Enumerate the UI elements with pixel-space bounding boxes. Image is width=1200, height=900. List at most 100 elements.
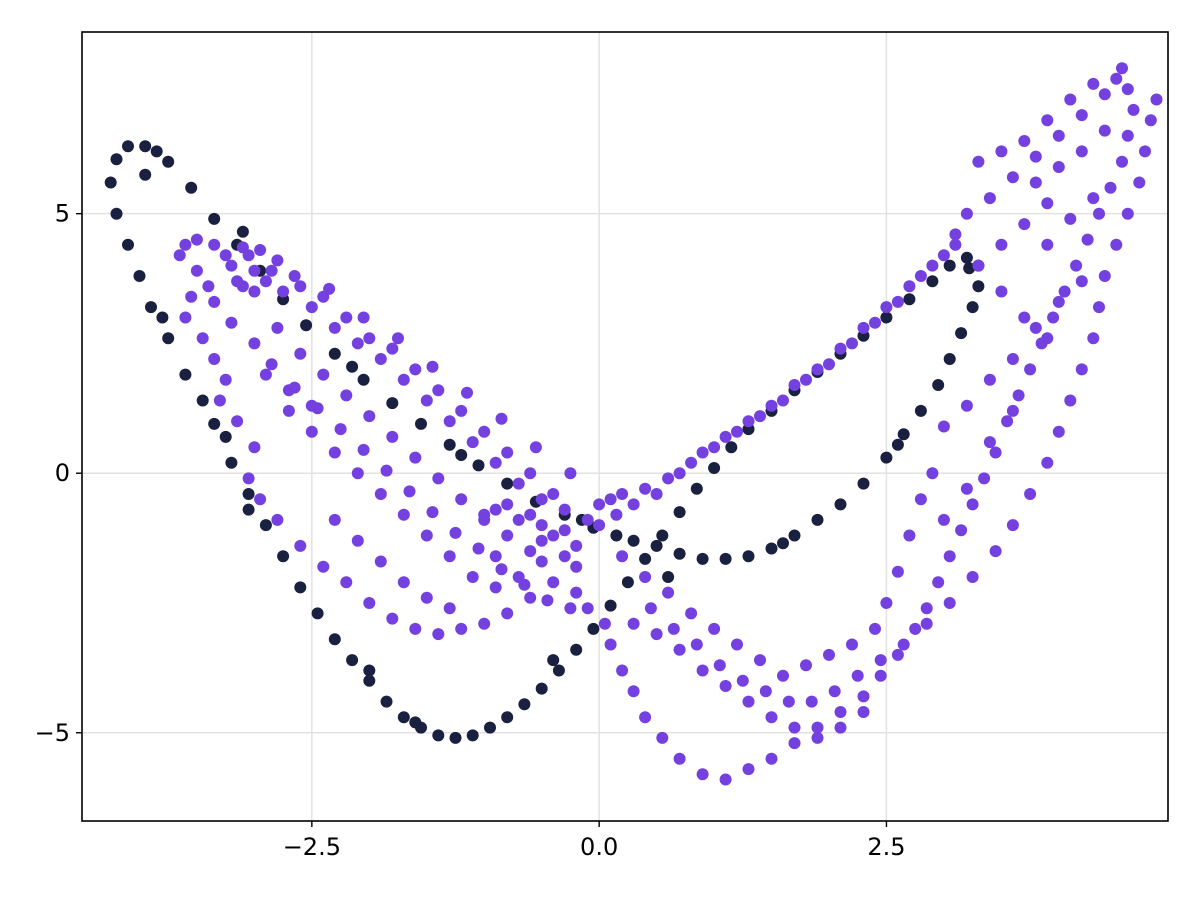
- scatter-point: [225, 259, 238, 272]
- scatter-point: [552, 664, 565, 677]
- scatter-point: [386, 397, 399, 410]
- scatter-point: [409, 451, 422, 464]
- scatter-point: [972, 155, 985, 168]
- scatter-point: [564, 467, 577, 480]
- scatter-point: [1012, 389, 1025, 402]
- scatter-point: [208, 212, 221, 225]
- scatter-point: [397, 576, 410, 589]
- scatter-point: [300, 319, 313, 332]
- scatter-point: [271, 254, 284, 267]
- scatter-point: [122, 238, 134, 251]
- data-points: [104, 62, 1163, 786]
- scatter-point: [225, 456, 238, 469]
- scatter-point: [386, 342, 399, 355]
- scatter-point: [478, 617, 491, 630]
- scatter-point: [696, 768, 709, 781]
- scatter-point: [1110, 238, 1123, 251]
- scatter-point: [880, 311, 893, 324]
- scatter-point: [765, 399, 778, 412]
- scatter-point: [443, 438, 456, 451]
- scatter-point: [529, 441, 542, 454]
- scatter-point: [811, 363, 824, 376]
- scatter-point: [708, 622, 721, 635]
- scatter-point: [719, 680, 732, 692]
- scatter-point: [489, 581, 502, 594]
- scatter-point: [903, 280, 916, 293]
- scatter-point: [788, 737, 801, 750]
- scatter-point: [374, 353, 387, 365]
- scatter-point: [541, 594, 554, 607]
- grid-lines: [82, 32, 1168, 821]
- scatter-point: [708, 462, 721, 474]
- scatter-point: [1052, 425, 1065, 438]
- scatter-point: [759, 685, 772, 698]
- scatter-point: [518, 578, 531, 591]
- scatter-point: [725, 441, 738, 454]
- scatter-point: [696, 664, 709, 677]
- scatter-point: [248, 264, 261, 277]
- scatter-point: [937, 249, 950, 262]
- scatter-point: [512, 513, 525, 526]
- scatter-point: [627, 685, 640, 698]
- scatter-point: [639, 571, 652, 583]
- scatter-point: [288, 270, 301, 282]
- scatter-point: [346, 360, 359, 373]
- scatter-point: [1064, 394, 1077, 407]
- scatter-point: [426, 506, 439, 519]
- scatter-point: [920, 602, 933, 615]
- scatter-point: [133, 270, 146, 282]
- scatter-point: [943, 597, 956, 609]
- scatter-point: [966, 301, 979, 314]
- scatter-point: [328, 321, 341, 334]
- scatter-point: [926, 275, 939, 288]
- scatter-point: [340, 389, 353, 402]
- scatter-point: [455, 449, 468, 461]
- scatter-point: [937, 420, 950, 433]
- scatter-point: [604, 493, 617, 506]
- scatter-point: [432, 729, 445, 742]
- scatter-point: [248, 441, 261, 454]
- scatter-point: [478, 425, 491, 438]
- scatter-point: [489, 550, 502, 563]
- scatter-point: [334, 423, 347, 436]
- scatter-point: [547, 576, 560, 589]
- scatter-point: [708, 441, 721, 454]
- scatter-point: [363, 332, 376, 345]
- scatter-point: [271, 321, 284, 334]
- scatter-point: [311, 607, 324, 620]
- scatter-point: [346, 654, 359, 667]
- scatter-point: [426, 360, 439, 373]
- y-tick-label: 0: [55, 459, 70, 487]
- scatter-point: [231, 415, 244, 428]
- scatter-point: [420, 529, 433, 542]
- scatter-point: [966, 571, 979, 583]
- scatter-point: [1087, 192, 1100, 205]
- scatter-point: [403, 485, 416, 498]
- scatter-point: [449, 526, 462, 539]
- scatter-point: [932, 379, 945, 391]
- scatter-point: [288, 381, 301, 394]
- scatter-point: [489, 503, 502, 516]
- scatter-point: [1110, 72, 1123, 85]
- scatter-point: [857, 706, 870, 718]
- scatter-point: [558, 503, 571, 516]
- scatter-point: [185, 290, 198, 303]
- scatter-point: [593, 498, 606, 511]
- scatter-point: [846, 337, 858, 350]
- scatter-point: [777, 669, 789, 682]
- scatter-point: [650, 628, 663, 641]
- scatter-point: [823, 358, 835, 371]
- scatter-point: [547, 488, 560, 500]
- scatter-point: [374, 488, 387, 500]
- scatter-point: [208, 417, 221, 430]
- scatter-point: [1098, 124, 1111, 137]
- scatter-point: [219, 430, 232, 443]
- scatter-point: [989, 545, 1002, 558]
- scatter-point: [265, 358, 278, 371]
- scatter-point: [173, 249, 186, 262]
- scatter-point: [639, 711, 652, 724]
- scatter-point: [294, 347, 307, 360]
- scatter-point: [409, 716, 422, 729]
- scatter-point: [834, 342, 847, 355]
- scatter-point: [995, 145, 1008, 158]
